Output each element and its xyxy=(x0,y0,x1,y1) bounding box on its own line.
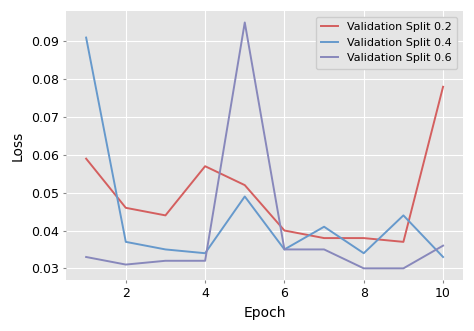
Validation Split 0.6 xyxy=(440,244,446,248)
Validation Split 0.6 xyxy=(401,266,406,270)
Validation Split 0.6 xyxy=(321,248,327,252)
Validation Split 0.6 xyxy=(83,255,89,259)
Validation Split 0.4 xyxy=(242,195,247,199)
Y-axis label: Loss: Loss xyxy=(11,130,25,161)
Validation Split 0.2 xyxy=(242,183,247,187)
Validation Split 0.2 xyxy=(361,236,366,240)
Validation Split 0.6 xyxy=(361,266,366,270)
Validation Split 0.4 xyxy=(123,240,128,244)
Validation Split 0.2 xyxy=(282,228,287,232)
Line: Validation Split 0.4: Validation Split 0.4 xyxy=(86,38,443,257)
Validation Split 0.2 xyxy=(321,236,327,240)
Validation Split 0.2 xyxy=(440,85,446,89)
Validation Split 0.6 xyxy=(123,262,128,266)
Validation Split 0.2 xyxy=(202,164,208,168)
Validation Split 0.2 xyxy=(401,240,406,244)
Validation Split 0.4 xyxy=(83,36,89,40)
Legend: Validation Split 0.2, Validation Split 0.4, Validation Split 0.6: Validation Split 0.2, Validation Split 0… xyxy=(316,17,457,69)
Validation Split 0.6 xyxy=(242,21,247,24)
Validation Split 0.4 xyxy=(163,248,168,252)
Validation Split 0.6 xyxy=(282,248,287,252)
Line: Validation Split 0.2: Validation Split 0.2 xyxy=(86,87,443,242)
Validation Split 0.2 xyxy=(83,157,89,161)
Validation Split 0.6 xyxy=(163,259,168,263)
Validation Split 0.2 xyxy=(163,213,168,217)
Validation Split 0.4 xyxy=(401,213,406,217)
Validation Split 0.4 xyxy=(321,225,327,229)
X-axis label: Epoch: Epoch xyxy=(243,306,286,320)
Validation Split 0.4 xyxy=(361,251,366,255)
Validation Split 0.4 xyxy=(440,255,446,259)
Line: Validation Split 0.6: Validation Split 0.6 xyxy=(86,23,443,268)
Validation Split 0.2 xyxy=(123,206,128,210)
Validation Split 0.4 xyxy=(202,251,208,255)
Validation Split 0.4 xyxy=(282,248,287,252)
Validation Split 0.6 xyxy=(202,259,208,263)
